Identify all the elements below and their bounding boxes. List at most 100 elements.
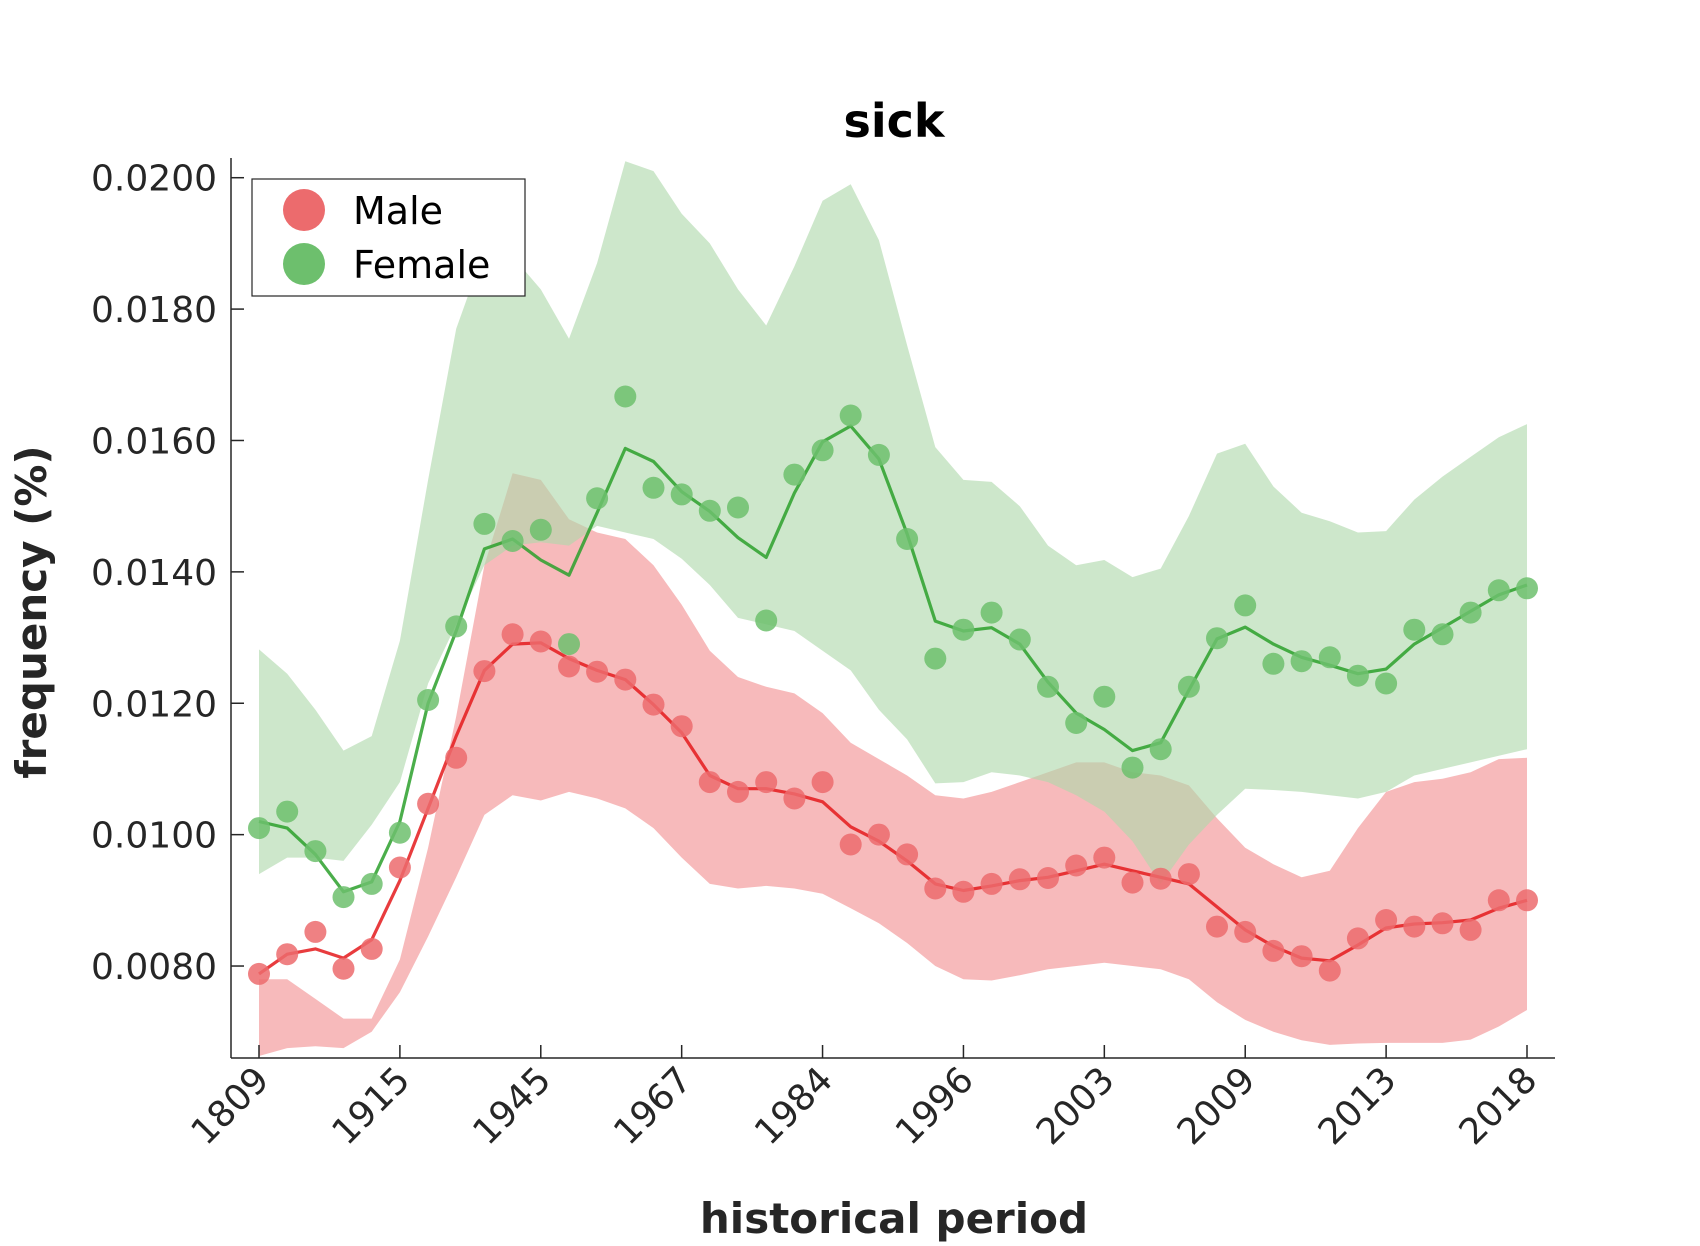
point-female <box>1065 712 1088 734</box>
point-female <box>1431 623 1454 646</box>
point-female <box>1375 672 1398 695</box>
point-male <box>558 655 580 678</box>
series-lines <box>258 424 1528 976</box>
y-tick-label: 0.0100 <box>91 816 217 857</box>
point-male <box>670 715 693 738</box>
y-tick-label: 0.0180 <box>91 290 217 331</box>
point-male <box>304 920 327 943</box>
legend-label-male: Male <box>353 189 443 233</box>
point-male <box>248 962 270 985</box>
point-female <box>1403 618 1426 641</box>
point-female <box>1008 628 1031 651</box>
axes <box>230 158 1555 1059</box>
point-female <box>1487 579 1510 602</box>
point-male <box>1037 867 1059 889</box>
point-male <box>1290 945 1313 968</box>
point-female <box>698 499 721 522</box>
point-male <box>1008 868 1031 891</box>
point-male <box>276 943 299 966</box>
point-female <box>642 476 665 499</box>
y-tick-label: 0.0160 <box>91 421 217 462</box>
point-female <box>614 385 637 408</box>
x-axis-title: historical period <box>700 1194 1088 1243</box>
point-female <box>896 528 919 550</box>
point-female <box>924 647 947 670</box>
point-male <box>727 780 749 803</box>
point-male <box>586 660 609 683</box>
point-female <box>558 633 580 656</box>
point-male <box>1487 889 1510 912</box>
point-male <box>867 823 890 846</box>
point-male <box>501 623 524 646</box>
y-tick-label: 0.0200 <box>91 159 217 200</box>
point-female <box>1234 594 1257 617</box>
point-female <box>248 817 270 840</box>
point-female <box>952 618 975 641</box>
point-male <box>839 833 862 856</box>
point-female <box>473 512 496 535</box>
point-male <box>1318 959 1341 982</box>
point-female <box>360 872 383 895</box>
point-male <box>896 843 919 866</box>
point-male <box>980 872 1003 895</box>
series-points <box>248 385 1538 985</box>
legend-label-female: Female <box>353 243 490 287</box>
point-female <box>332 886 355 909</box>
point-female <box>1037 675 1059 698</box>
legend-marker-female <box>283 243 325 285</box>
point-male <box>1459 918 1482 941</box>
point-female <box>1318 646 1341 669</box>
point-female <box>670 483 693 506</box>
point-male <box>952 880 975 903</box>
point-male <box>924 877 947 900</box>
point-male <box>332 957 355 980</box>
point-male <box>1149 867 1172 890</box>
point-female <box>1206 627 1228 650</box>
point-male <box>1065 854 1088 877</box>
point-male <box>417 792 440 815</box>
point-female <box>304 840 327 863</box>
point-female <box>586 487 609 510</box>
point-male <box>1121 871 1144 894</box>
point-male <box>1403 915 1426 938</box>
point-female <box>727 496 749 519</box>
point-female <box>276 800 299 823</box>
point-female <box>1093 685 1116 708</box>
line-male <box>258 641 1528 976</box>
point-female <box>1177 675 1200 698</box>
point-female <box>417 689 440 711</box>
point-female <box>529 518 552 541</box>
band-female <box>259 161 1527 884</box>
point-female <box>1516 577 1538 600</box>
point-male <box>698 771 721 794</box>
y-axis-ticks: 0.0080 0.0100 0.0120 0.0140 0.0160 0.0180 0.02… <box>91 159 244 988</box>
point-female <box>1149 738 1172 761</box>
point-female <box>445 615 468 638</box>
point-male <box>642 693 665 716</box>
point-female <box>1121 756 1144 779</box>
point-male <box>1516 889 1538 912</box>
confidence-bands <box>259 161 1527 1056</box>
point-female <box>783 463 806 486</box>
point-male <box>1177 863 1200 886</box>
legend: Male Female <box>251 178 526 297</box>
y-tick-label: 0.0120 <box>91 684 217 725</box>
point-female <box>1346 664 1369 687</box>
chart-title: sick <box>843 94 945 148</box>
point-male <box>1234 920 1257 943</box>
legend-marker-male <box>283 189 325 231</box>
y-tick-label: 0.0080 <box>91 947 217 988</box>
point-male <box>1346 927 1369 950</box>
point-female <box>839 404 862 427</box>
point-male <box>1431 912 1454 935</box>
y-axis-title: frequency (%) <box>7 445 56 778</box>
point-male <box>783 787 806 810</box>
point-male <box>388 856 411 879</box>
point-male <box>1262 939 1285 962</box>
point-female <box>1459 601 1482 624</box>
point-male <box>614 668 637 691</box>
y-tick-label: 0.0140 <box>91 553 217 594</box>
point-female <box>811 439 834 462</box>
point-male <box>755 771 778 794</box>
